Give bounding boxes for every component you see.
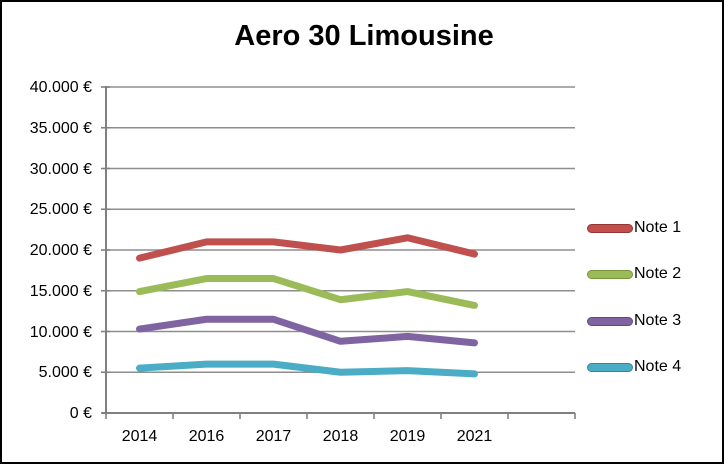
y-axis-label: 15.000 € — [29, 282, 92, 300]
series-line-note-2 — [136, 275, 478, 309]
legend-item-note-3: Note 3 — [587, 309, 681, 333]
y-axis-label: 5.000 € — [38, 364, 92, 382]
x-axis-label: 2018 — [322, 428, 359, 445]
legend-label: Note 3 — [634, 312, 682, 329]
legend-item-note-2: Note 2 — [587, 262, 681, 286]
legend-line-marker — [587, 223, 633, 233]
y-axis-label: 35.000 € — [29, 119, 92, 137]
y-axis-label: 20.000 € — [29, 242, 92, 259]
legend-label: Note 4 — [634, 358, 682, 375]
y-axis-label: 40.000 € — [29, 79, 92, 96]
series-line-note-3 — [136, 315, 478, 347]
y-axis-label: 30.000 € — [29, 160, 92, 178]
legend-line-marker — [587, 269, 633, 279]
legend-item-note-4: Note 4 — [587, 355, 681, 379]
series-line-note-1 — [136, 234, 478, 262]
legend-label: Note 2 — [634, 265, 682, 282]
x-axis-label: 2019 — [389, 428, 426, 445]
chart-title: Aero 30 Limousine — [234, 20, 494, 52]
legend-line-marker — [587, 362, 633, 372]
x-axis-label: 2017 — [255, 428, 292, 445]
legend-item-note-1: Note 1 — [587, 216, 681, 240]
y-axis-label: 10.000 € — [29, 323, 92, 341]
x-axis-label: 2021 — [456, 428, 493, 445]
x-axis-label: 2014 — [121, 428, 158, 445]
series-line-note-4 — [136, 360, 478, 378]
legend-line-marker — [587, 316, 633, 326]
legend-label: Note 1 — [634, 219, 682, 236]
y-axis-label: 25.000 € — [29, 201, 92, 219]
y-axis-label: 0 € — [69, 405, 92, 422]
x-axis-label: 2016 — [188, 428, 225, 445]
